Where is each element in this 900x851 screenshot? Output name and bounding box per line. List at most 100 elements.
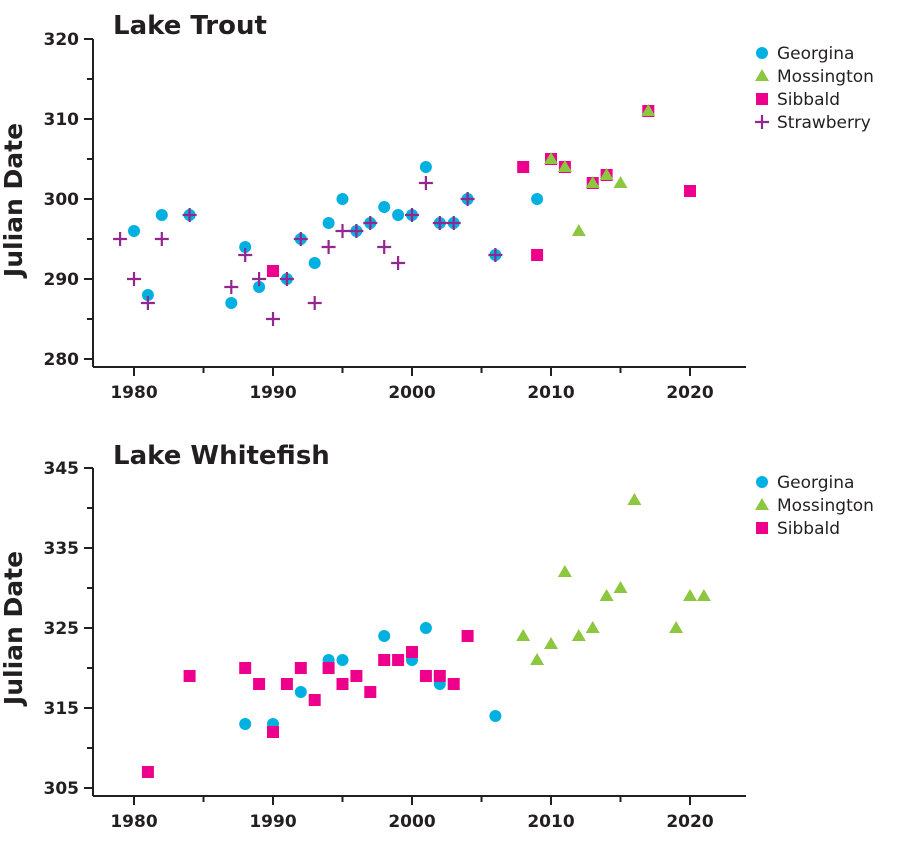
- legend-item-sibbald: Sibbald: [756, 90, 840, 110]
- data-point-circle: [419, 161, 432, 173]
- data-point-plus: [363, 216, 378, 230]
- data-point-square: [756, 93, 768, 105]
- data-point-square: [364, 686, 377, 698]
- data-point-triangle: [683, 589, 697, 601]
- data-point-square: [461, 630, 474, 642]
- data-point-triangle: [599, 589, 614, 601]
- y-tick-label: 325: [44, 619, 80, 639]
- data-point-square: [253, 678, 266, 690]
- data-point-circle: [756, 476, 768, 488]
- data-point-square: [141, 766, 154, 778]
- data-point-circle: [392, 209, 405, 221]
- data-point-square: [267, 726, 279, 738]
- data-point-circle: [756, 47, 768, 59]
- data-point-square: [378, 654, 391, 666]
- legend-item-mossington: Mossington: [755, 496, 874, 516]
- data-point-square: [294, 662, 307, 674]
- data-point-plus: [391, 256, 406, 270]
- data-point-plus: [279, 272, 294, 286]
- data-point-plus: [238, 248, 253, 262]
- lake-trout-panel: Lake Trout Julian Date 280 290 300 310 320 19…: [0, 11, 874, 403]
- data-point-square: [183, 670, 196, 682]
- data-point-square: [239, 662, 252, 674]
- chart-title: Lake Whitefish: [113, 441, 330, 471]
- data-point-triangle: [755, 498, 769, 510]
- data-point-square: [419, 670, 432, 682]
- data-point-triangle: [585, 621, 600, 633]
- y-axis-label: Julian Date: [0, 123, 28, 279]
- series-strawberry: [113, 176, 503, 326]
- x-tick-label: 1990: [249, 812, 296, 832]
- data-point-plus: [349, 224, 364, 238]
- data-point-circle: [378, 630, 391, 642]
- data-point-circle: [239, 718, 252, 730]
- data-point-square: [433, 670, 446, 682]
- x-tick-label: 2010: [527, 383, 574, 403]
- data-point-plus: [418, 176, 433, 190]
- data-point-plus: [405, 208, 419, 222]
- series-sibbald: [141, 630, 474, 778]
- data-point-square: [531, 249, 544, 261]
- data-point-square: [756, 522, 768, 534]
- data-point-circle: [336, 193, 349, 205]
- y-tick-label: 320: [44, 30, 80, 50]
- data-point-square: [308, 694, 321, 706]
- legend-label: Mossington: [777, 496, 874, 516]
- data-point-plus: [460, 192, 475, 206]
- data-point-circle: [239, 241, 252, 253]
- data-point-triangle: [557, 565, 572, 577]
- data-point-circle: [253, 281, 266, 293]
- data-point-plus: [140, 296, 155, 310]
- data-point-triangle: [627, 493, 642, 505]
- data-point-triangle: [669, 621, 684, 633]
- data-point-plus: [755, 115, 769, 129]
- data-point-triangle: [544, 152, 558, 164]
- data-point-circle: [419, 622, 432, 634]
- legend-label: Strawberry: [777, 113, 871, 133]
- x-tick-label: 2010: [527, 812, 574, 832]
- x-tick-label: 2000: [388, 812, 435, 832]
- legend-label: Sibbald: [777, 519, 840, 539]
- y-tick-label: 290: [44, 270, 80, 290]
- data-point-triangle: [613, 581, 628, 593]
- data-point-circle: [531, 193, 544, 205]
- data-point-circle: [322, 217, 335, 229]
- data-point-circle: [141, 289, 154, 301]
- data-point-triangle: [557, 160, 572, 172]
- y-tick-label: 305: [44, 779, 80, 799]
- legend-label: Georgina: [777, 44, 854, 64]
- data-point-plus: [488, 248, 503, 262]
- legend-item-strawberry: Strawberry: [755, 113, 871, 133]
- data-point-triangle: [641, 104, 656, 116]
- data-point-square: [684, 185, 696, 197]
- legend-label: Sibbald: [777, 90, 840, 110]
- data-point-plus: [127, 272, 141, 286]
- data-point-triangle: [613, 176, 628, 188]
- data-point-plus: [252, 272, 267, 286]
- data-point-circle: [294, 686, 307, 698]
- y-tick-label: 345: [44, 459, 80, 479]
- data-point-square: [336, 678, 349, 690]
- data-point-square: [267, 265, 279, 277]
- data-point-plus: [293, 232, 308, 246]
- x-tick-label: 1990: [249, 383, 296, 403]
- data-point-plus: [307, 296, 322, 310]
- x-tick-label: 2020: [666, 383, 713, 403]
- data-point-triangle: [696, 589, 711, 601]
- data-point-plus: [154, 232, 169, 246]
- y-tick-label: 335: [44, 539, 80, 559]
- data-point-circle: [489, 710, 502, 722]
- data-point-circle: [308, 257, 321, 269]
- data-point-plus: [113, 232, 128, 246]
- lake-whitefish-panel: Lake Whitefish Julian Date 305 315 325 335 3…: [0, 441, 874, 832]
- data-point-plus: [266, 312, 280, 326]
- data-point-square: [447, 678, 460, 690]
- data-point-circle: [378, 201, 391, 213]
- x-tick-label: 2000: [388, 383, 435, 403]
- legend-item-mossington: Mossington: [755, 67, 874, 87]
- data-point-triangle: [530, 653, 545, 665]
- legend-label: Mossington: [777, 67, 874, 87]
- legend-item-georgina: Georgina: [756, 473, 854, 493]
- data-point-triangle: [585, 176, 600, 188]
